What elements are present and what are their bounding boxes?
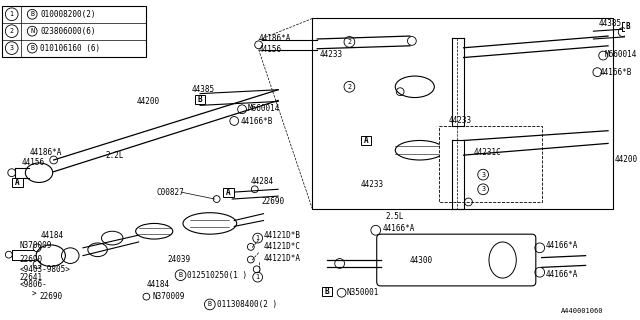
Text: 2.5L: 2.5L bbox=[385, 212, 404, 221]
Text: <9806-: <9806- bbox=[19, 280, 47, 289]
Text: 22690: 22690 bbox=[262, 197, 285, 206]
Text: B: B bbox=[198, 95, 202, 104]
Text: 011308400(2 ): 011308400(2 ) bbox=[217, 300, 276, 309]
Text: A: A bbox=[226, 188, 230, 197]
Text: M660014: M660014 bbox=[248, 104, 280, 113]
Text: M660014: M660014 bbox=[605, 50, 637, 59]
Text: A: A bbox=[15, 178, 20, 187]
Text: 010106160 (6): 010106160 (6) bbox=[40, 44, 100, 52]
Text: 44166*A: 44166*A bbox=[545, 241, 578, 250]
Text: N370009: N370009 bbox=[152, 292, 184, 301]
Text: B: B bbox=[179, 272, 182, 278]
Text: 023806000(6): 023806000(6) bbox=[40, 27, 95, 36]
Text: 44184: 44184 bbox=[147, 280, 170, 289]
FancyBboxPatch shape bbox=[195, 95, 205, 104]
Text: 44166*B: 44166*B bbox=[241, 117, 273, 126]
Text: B: B bbox=[324, 287, 329, 296]
Text: 22690: 22690 bbox=[19, 255, 43, 264]
Text: N: N bbox=[30, 28, 34, 34]
Text: 22641: 22641 bbox=[19, 273, 43, 282]
Text: 44233: 44233 bbox=[361, 180, 384, 189]
Text: 44156: 44156 bbox=[22, 158, 45, 167]
FancyBboxPatch shape bbox=[377, 234, 536, 286]
Text: <9403-9805>: <9403-9805> bbox=[19, 265, 70, 274]
Text: 3: 3 bbox=[481, 172, 485, 178]
FancyBboxPatch shape bbox=[321, 287, 332, 296]
Text: A440001060: A440001060 bbox=[561, 308, 604, 314]
Text: 44233: 44233 bbox=[320, 50, 343, 59]
Text: B: B bbox=[30, 11, 34, 17]
Text: 22690: 22690 bbox=[39, 292, 62, 301]
Text: 44300: 44300 bbox=[410, 256, 433, 265]
Text: 24039: 24039 bbox=[168, 255, 191, 264]
Text: B: B bbox=[625, 22, 630, 31]
Text: 1: 1 bbox=[255, 235, 260, 241]
FancyBboxPatch shape bbox=[2, 6, 147, 57]
Text: 44200: 44200 bbox=[136, 97, 160, 106]
Text: 44184: 44184 bbox=[41, 231, 64, 240]
Text: 44284: 44284 bbox=[251, 177, 274, 186]
Text: 44385: 44385 bbox=[598, 19, 621, 28]
Text: N350001: N350001 bbox=[346, 288, 379, 297]
Text: 44121D*C: 44121D*C bbox=[264, 242, 301, 252]
Text: 1: 1 bbox=[255, 274, 260, 280]
Text: 012510250(1 ): 012510250(1 ) bbox=[188, 271, 248, 280]
Text: 44385: 44385 bbox=[191, 85, 214, 94]
Text: 2: 2 bbox=[10, 28, 13, 34]
Text: 44166*A: 44166*A bbox=[383, 224, 415, 233]
Text: 44233: 44233 bbox=[449, 116, 472, 125]
Text: 3: 3 bbox=[481, 186, 485, 192]
Text: B: B bbox=[30, 45, 34, 51]
FancyBboxPatch shape bbox=[360, 136, 371, 145]
Text: 44200: 44200 bbox=[615, 156, 638, 164]
Text: 2: 2 bbox=[348, 84, 351, 90]
FancyBboxPatch shape bbox=[439, 126, 541, 202]
Text: 2: 2 bbox=[348, 39, 351, 45]
Text: 2.2L: 2.2L bbox=[106, 151, 124, 160]
FancyBboxPatch shape bbox=[622, 22, 633, 31]
Text: 44166*A: 44166*A bbox=[545, 270, 578, 279]
Text: 010008200(2): 010008200(2) bbox=[40, 10, 95, 19]
Text: B: B bbox=[208, 301, 212, 308]
Text: 44121D*B: 44121D*B bbox=[264, 231, 301, 240]
Text: 44231C: 44231C bbox=[474, 148, 501, 157]
Text: 3: 3 bbox=[10, 45, 13, 51]
Text: 44121D*A: 44121D*A bbox=[264, 254, 301, 263]
Text: N370009: N370009 bbox=[19, 241, 52, 250]
Text: 44186*A: 44186*A bbox=[259, 34, 291, 43]
Text: 44166*B: 44166*B bbox=[599, 68, 632, 77]
Text: 1: 1 bbox=[10, 11, 13, 17]
Text: 44156: 44156 bbox=[259, 45, 282, 54]
FancyBboxPatch shape bbox=[312, 19, 613, 209]
FancyBboxPatch shape bbox=[12, 178, 23, 187]
Text: 44186*A: 44186*A bbox=[29, 148, 61, 157]
Text: C00827: C00827 bbox=[156, 188, 184, 197]
Text: >: > bbox=[31, 289, 36, 298]
Text: A: A bbox=[364, 136, 368, 145]
FancyBboxPatch shape bbox=[223, 188, 234, 196]
